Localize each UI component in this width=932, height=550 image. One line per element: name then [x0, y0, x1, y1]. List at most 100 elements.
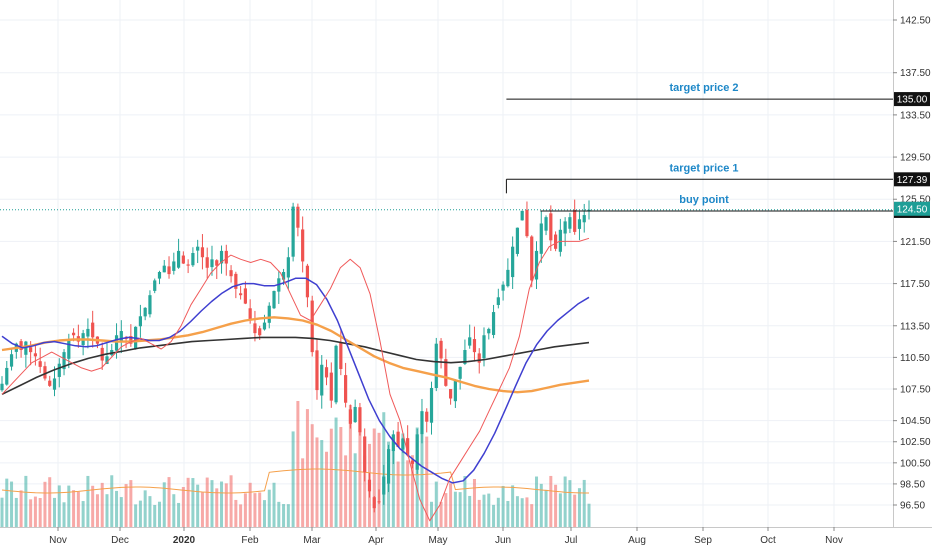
volume-bar	[14, 497, 18, 527]
y-tick-label: 117.50	[900, 279, 930, 290]
volume-bar	[587, 503, 591, 527]
price-axis[interactable]: 96.50 98.50 100.50 102.50 104.50 107.50 110.50…	[893, 16, 931, 512]
volume-bar	[282, 504, 286, 527]
ma-orange-line	[1, 316, 590, 394]
y-tick-label: 104.50	[900, 416, 931, 427]
volume-bar	[296, 400, 300, 527]
volume-bar	[415, 427, 419, 527]
volume-bar	[10, 481, 14, 527]
candle-body	[511, 246, 515, 278]
y-tick-label: 100.50	[900, 458, 931, 469]
volume-bar	[401, 433, 405, 527]
candle-body	[534, 250, 539, 280]
candle-body	[477, 353, 481, 363]
candle-body	[344, 375, 348, 403]
volume-bar	[5, 478, 9, 527]
candle-body	[167, 266, 171, 275]
volume-bar	[33, 496, 37, 527]
volume-bar	[177, 502, 181, 527]
candle-body	[138, 316, 142, 327]
x-tick-label: Mar	[303, 535, 321, 546]
volume-bar	[301, 458, 305, 527]
y-tick-label: 113.50	[900, 321, 930, 332]
volume-bar	[344, 455, 348, 527]
candle-body	[305, 265, 310, 298]
x-tick-label: Nov	[49, 535, 67, 546]
candle-body	[310, 300, 314, 353]
candle-body	[401, 438, 405, 450]
x-tick-label: 2020	[173, 535, 196, 546]
candle-body	[29, 347, 33, 353]
x-tick-label: Apr	[368, 535, 384, 546]
x-tick-label: Sep	[694, 535, 712, 546]
candle-body	[248, 308, 252, 321]
candle-body	[506, 269, 510, 287]
volume-bar	[530, 504, 534, 527]
volume-bar	[430, 501, 434, 527]
candle-body	[539, 223, 543, 254]
candle-body	[425, 411, 429, 422]
volume-bar	[134, 504, 138, 527]
candle-body	[453, 379, 457, 402]
volume-bar	[391, 449, 395, 527]
volume-bar	[19, 490, 23, 527]
candle-body	[487, 328, 491, 334]
candle-body	[291, 206, 295, 257]
level-annotation: buy point	[679, 194, 729, 206]
candle-body	[372, 497, 376, 509]
volume-bar	[410, 455, 414, 527]
candle-body	[386, 449, 391, 484]
volume-bar	[520, 498, 524, 527]
volume-bar	[487, 493, 491, 527]
volume-bar	[91, 485, 95, 527]
volume-bar	[72, 490, 76, 527]
candle-body	[48, 380, 52, 386]
volume-bar	[363, 455, 367, 527]
price-candles	[0, 199, 591, 513]
candle-body	[553, 234, 558, 249]
y-tick-label: 125.50	[900, 195, 931, 206]
volume-bar	[239, 504, 243, 527]
volume-bar	[348, 404, 352, 527]
volume-bar	[248, 482, 252, 527]
volume-bar	[425, 436, 429, 527]
volume-bar	[472, 478, 476, 527]
volume-bar	[515, 496, 519, 527]
volume-bar	[62, 502, 66, 527]
x-tick-label: Jul	[565, 535, 578, 546]
volume-bar	[115, 490, 119, 527]
volume-bar	[148, 496, 152, 527]
ma-mid-line	[1, 277, 590, 484]
volume-bar	[267, 489, 271, 527]
y-tick-label: 102.50	[900, 437, 931, 448]
time-axis[interactable]: Nov Dec 2020 Feb Mar Apr May Jun Jul Aug Sep Oct Nov	[49, 527, 843, 546]
candle-body	[377, 501, 381, 503]
candle-body	[382, 476, 386, 495]
candle-body	[229, 270, 233, 277]
candle-body	[577, 219, 582, 229]
moving-averages	[1, 237, 590, 522]
volume-bar	[544, 489, 548, 527]
y-tick-label: 98.50	[900, 479, 925, 490]
candle-body	[439, 340, 443, 359]
candle-body	[286, 257, 290, 278]
candle-body	[24, 341, 28, 355]
volume-bar	[215, 488, 219, 527]
volume-bar	[439, 501, 443, 527]
volume-bar	[43, 481, 47, 527]
volume-bar	[358, 430, 362, 527]
volume-bar	[305, 409, 309, 527]
volume-bar	[325, 451, 329, 527]
volume-bar	[67, 485, 71, 527]
candle-body	[9, 354, 14, 367]
level-annotation: target price 1	[669, 162, 738, 174]
y-tick-label: 121.50	[900, 237, 931, 248]
candle-body	[463, 350, 467, 364]
volume-bar	[573, 494, 577, 527]
ma-fast-line	[1, 237, 590, 522]
volume-bar	[220, 481, 224, 527]
volume-bar	[272, 482, 276, 527]
volume-bar	[320, 440, 324, 527]
volume-bar	[535, 476, 539, 527]
